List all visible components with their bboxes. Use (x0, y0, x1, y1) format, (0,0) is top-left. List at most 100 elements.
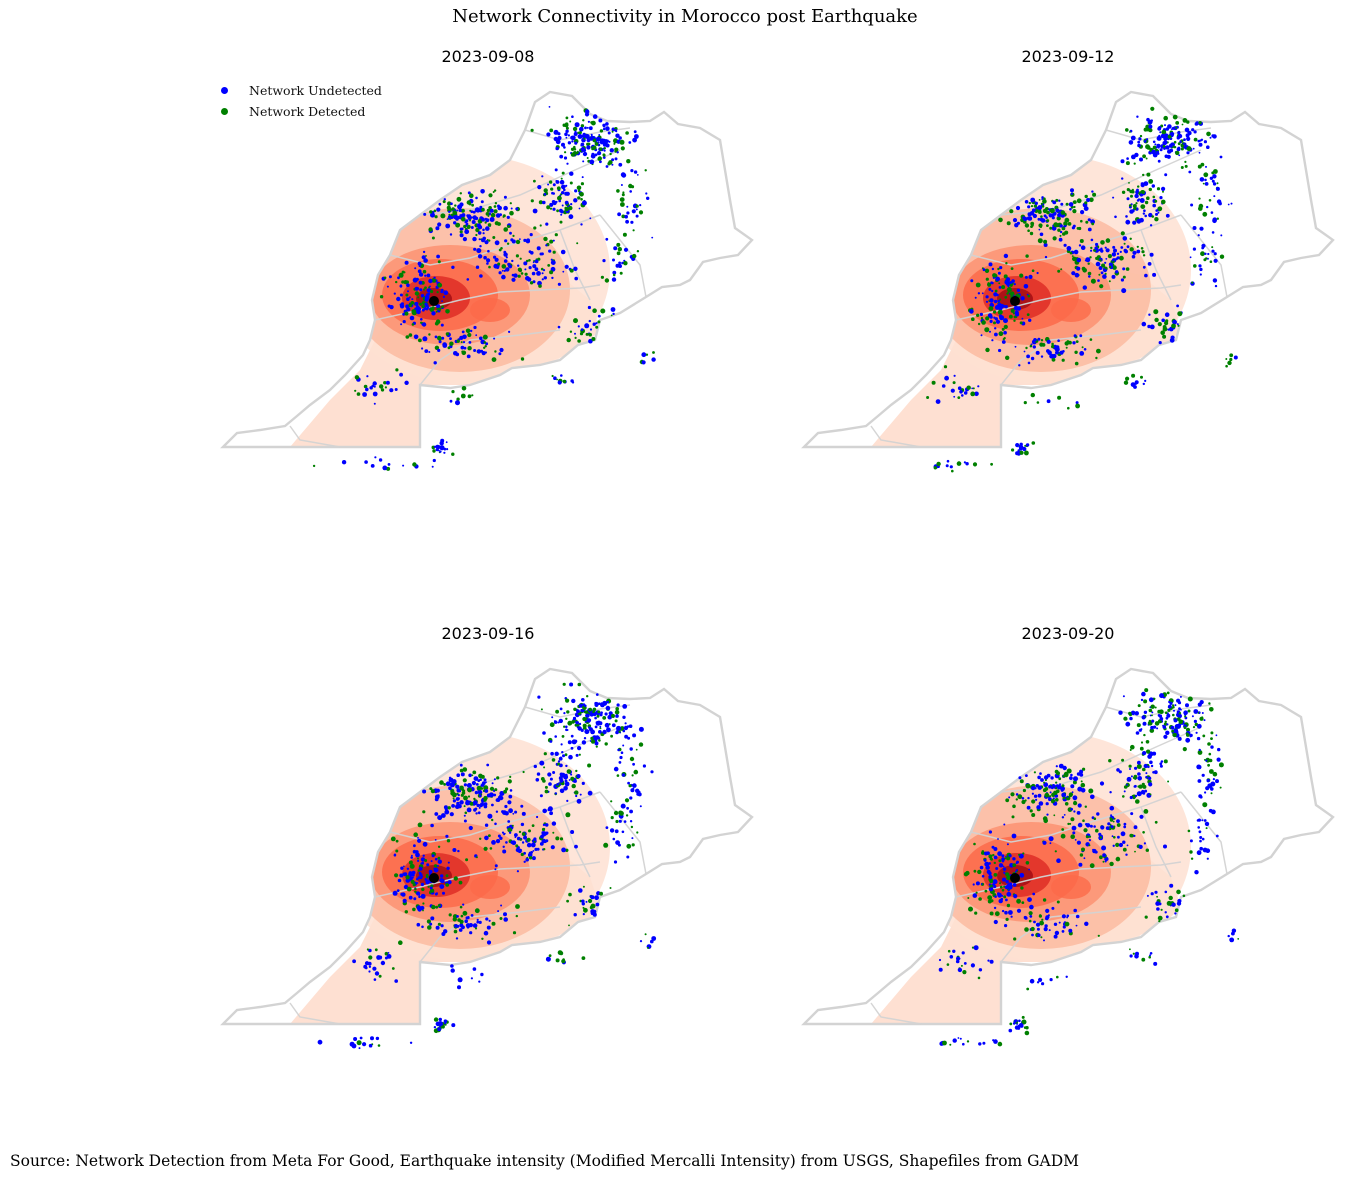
network-point (1027, 212, 1032, 217)
network-point (561, 171, 565, 175)
network-point (417, 869, 420, 872)
network-point (1136, 249, 1141, 254)
network-point (961, 951, 965, 955)
network-point (989, 330, 991, 333)
network-point (583, 710, 587, 714)
network-point (644, 933, 647, 936)
network-point (574, 276, 578, 281)
network-point (621, 261, 624, 265)
network-point (459, 233, 464, 238)
network-point (1070, 807, 1073, 811)
network-point (1168, 895, 1173, 901)
network-point (1135, 202, 1138, 205)
network-point (579, 192, 584, 197)
network-point (494, 240, 500, 246)
network-point (1019, 321, 1023, 325)
network-point (982, 268, 986, 272)
network-point (403, 865, 405, 868)
network-point (1144, 688, 1149, 693)
network-point (1076, 811, 1081, 815)
network-point (526, 277, 532, 282)
network-point (985, 295, 989, 299)
network-point (616, 725, 621, 731)
network-point (594, 895, 599, 901)
network-point (398, 272, 404, 278)
network-point (456, 339, 460, 343)
network-point (1006, 875, 1011, 881)
network-point (1201, 773, 1205, 777)
network-point (563, 146, 566, 149)
network-point (548, 180, 553, 184)
network-point (645, 192, 648, 195)
network-point (359, 1036, 363, 1040)
network-point (936, 461, 941, 467)
network-point (1070, 834, 1075, 839)
network-point (612, 273, 616, 277)
network-point (456, 792, 459, 795)
network-point (1002, 338, 1005, 341)
network-point (1078, 862, 1083, 867)
network-point (559, 154, 564, 159)
network-point (401, 892, 406, 897)
map-base-1 (200, 80, 780, 480)
network-point (1047, 350, 1052, 356)
network-point (582, 723, 587, 728)
network-point (1048, 797, 1052, 802)
network-point (486, 763, 490, 767)
network-point (1149, 954, 1151, 957)
network-point (1070, 817, 1075, 822)
network-point (433, 867, 436, 870)
network-point (1184, 164, 1188, 168)
network-point (479, 205, 483, 209)
network-point (1205, 827, 1208, 830)
network-point (1069, 208, 1072, 211)
network-point (582, 716, 587, 722)
network-point (580, 708, 584, 713)
network-point (942, 1040, 947, 1046)
network-point (1060, 268, 1063, 271)
network-point (476, 248, 482, 254)
network-point (477, 254, 483, 259)
network-point (1036, 805, 1041, 810)
network-point (559, 788, 565, 794)
network-point (1219, 155, 1223, 159)
network-point (1120, 246, 1124, 249)
network-point (451, 390, 455, 394)
network-point (538, 284, 542, 288)
network-point (1025, 1026, 1029, 1030)
network-point (568, 214, 574, 220)
network-point (1185, 727, 1191, 732)
network-point (404, 311, 409, 316)
network-point (629, 809, 633, 814)
network-point (484, 835, 489, 841)
network-point (565, 698, 570, 703)
network-point (517, 264, 520, 267)
network-point (581, 899, 585, 903)
network-point (1099, 284, 1104, 289)
network-point (1182, 894, 1186, 898)
network-point (958, 957, 961, 960)
network-point (578, 888, 583, 893)
network-point (991, 339, 994, 342)
network-point (491, 357, 497, 362)
network-point (1099, 855, 1103, 860)
network-point (542, 779, 546, 783)
network-point (1146, 196, 1150, 200)
network-point (560, 374, 563, 377)
network-point (609, 152, 612, 156)
source-note: Source: Network Detection from Meta For … (10, 1152, 1080, 1170)
network-point (434, 797, 439, 802)
network-point (1133, 825, 1138, 830)
network-point (547, 264, 551, 267)
network-point (1156, 727, 1159, 730)
network-point (424, 349, 429, 353)
network-point (1031, 786, 1036, 791)
network-point (1170, 725, 1175, 730)
network-point (587, 305, 592, 310)
network-point (1004, 924, 1008, 928)
network-point (1126, 197, 1130, 201)
map-panel-2 (781, 80, 1361, 480)
network-point (472, 210, 476, 214)
network-point (1156, 895, 1158, 898)
network-point (387, 952, 390, 954)
